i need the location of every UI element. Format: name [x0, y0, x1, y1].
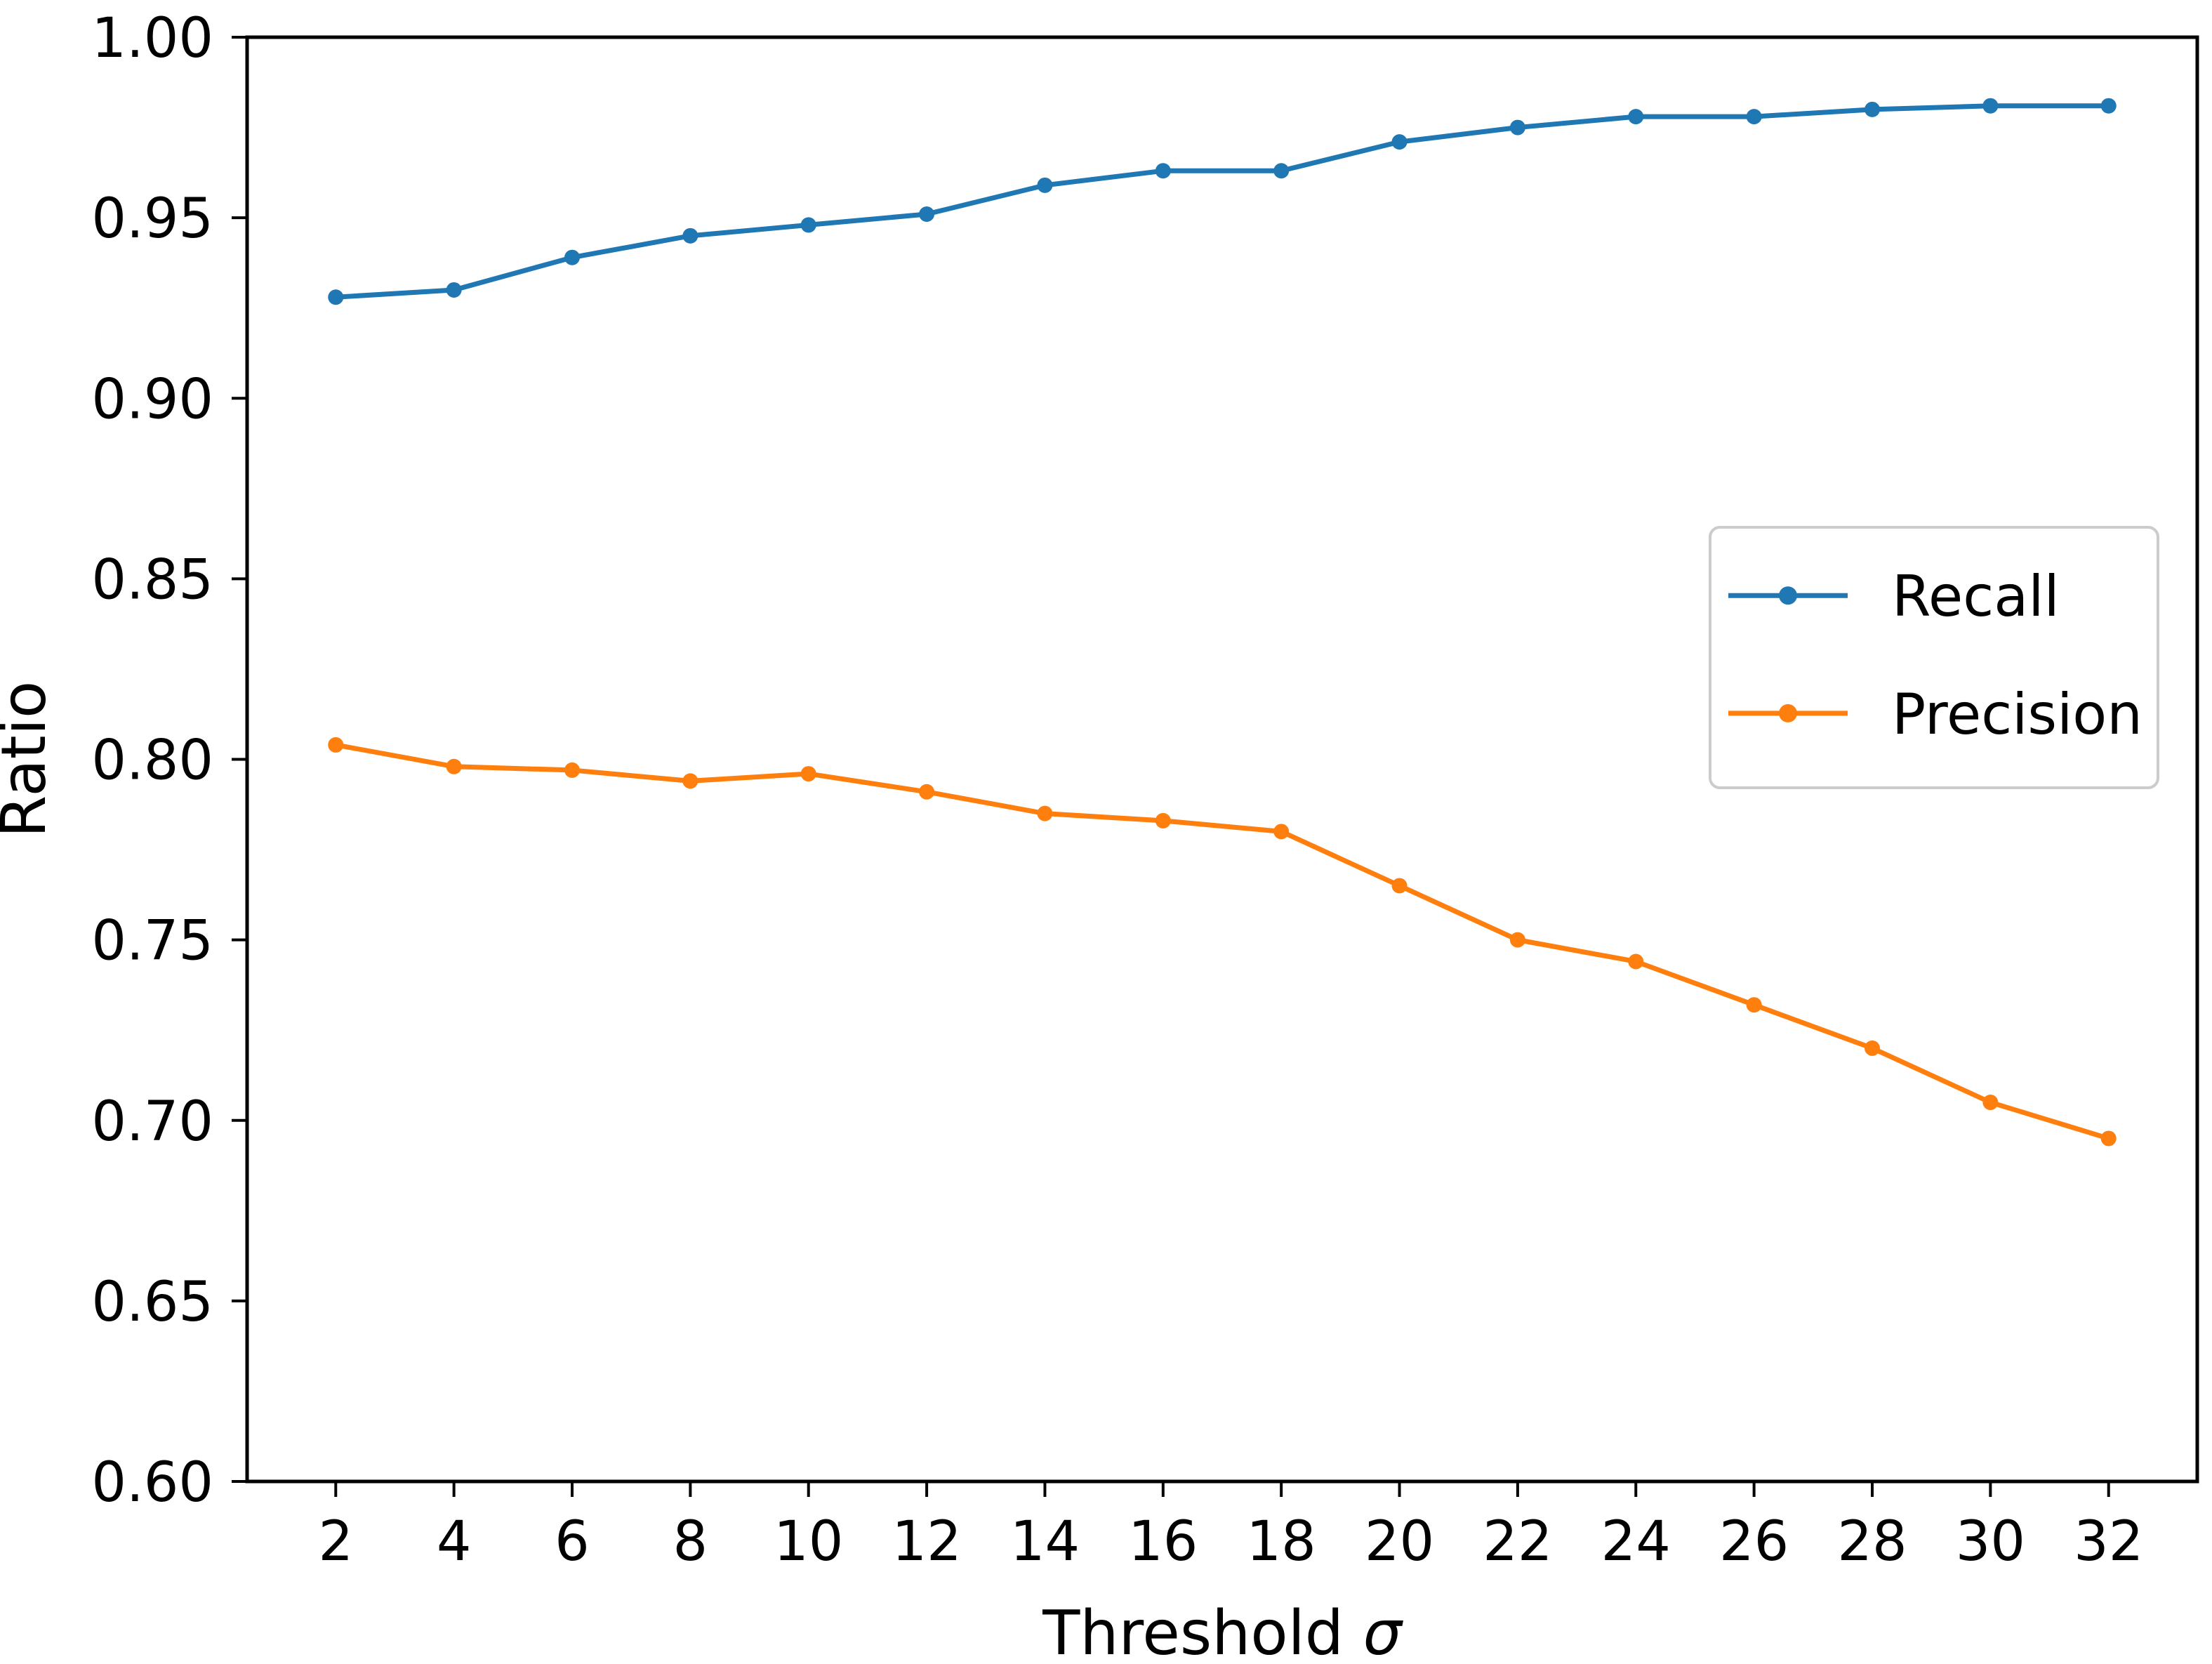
data-point-marker	[1509, 119, 1525, 136]
data-point-marker	[1155, 163, 1171, 179]
y-axis-label: Ratio	[0, 681, 60, 838]
x-tick-label: 8	[673, 1510, 708, 1573]
data-point-marker	[1865, 1040, 1880, 1056]
data-point-marker	[446, 282, 462, 298]
data-point-marker	[1037, 177, 1053, 193]
x-tick-label: 12	[892, 1510, 961, 1573]
legend-entry-recall: Recall	[1728, 564, 2060, 629]
y-tick-label: 0.85	[91, 548, 213, 612]
legend-marker	[1779, 586, 1797, 605]
y-tick-label: 0.75	[91, 910, 213, 973]
x-tick-label: 30	[1956, 1510, 2025, 1573]
legend-label: Recall	[1892, 564, 2060, 629]
y-tick-label: 0.90	[91, 368, 213, 431]
data-point-marker	[446, 758, 462, 774]
x-tick-label: 4	[437, 1510, 472, 1573]
data-point-marker	[1509, 932, 1525, 948]
x-tick-label: 10	[774, 1510, 843, 1573]
x-axis-label: Threshold σ	[1042, 1597, 1403, 1664]
x-tick-label: 22	[1483, 1510, 1552, 1573]
data-point-marker	[328, 737, 344, 753]
series-line	[336, 103, 2109, 300]
data-point-marker	[1391, 878, 1408, 894]
data-point-marker	[564, 249, 580, 265]
x-tick-label: 24	[1601, 1510, 1671, 1573]
data-point-marker	[800, 217, 816, 233]
y-tick-label: 0.95	[91, 187, 213, 251]
data-point-marker	[919, 206, 935, 222]
y-tick-label: 0.60	[91, 1451, 213, 1514]
data-point-marker	[682, 227, 698, 244]
series-precision	[328, 737, 2117, 1147]
legend-box	[1709, 526, 2159, 789]
data-point-marker	[1628, 109, 1644, 125]
series-line	[335, 742, 2110, 1141]
legend: Recall Precision	[1709, 526, 2159, 789]
x-tick-label: 2	[318, 1510, 353, 1573]
data-point-marker	[1628, 953, 1644, 970]
x-tick-label: 32	[2074, 1510, 2143, 1573]
data-point-marker	[1273, 824, 1290, 840]
data-point-marker	[1155, 812, 1171, 828]
x-tick-label: 26	[1719, 1510, 1789, 1573]
x-tick-label: 18	[1247, 1510, 1316, 1573]
data-point-marker	[919, 784, 935, 800]
data-point-marker	[328, 289, 344, 305]
data-point-marker	[800, 766, 816, 782]
data-point-marker	[1982, 1095, 1999, 1111]
legend-entry-precision: Precision	[1728, 682, 2143, 747]
data-point-marker	[682, 773, 698, 789]
x-tick-label: 20	[1365, 1510, 1434, 1573]
x-tick-label: 16	[1128, 1510, 1198, 1573]
y-tick-label: 0.80	[91, 729, 213, 793]
y-tick-label: 1.00	[91, 7, 213, 70]
legend-label: Precision	[1892, 682, 2143, 747]
data-point-marker	[1746, 109, 1762, 125]
legend-marker	[1779, 704, 1797, 722]
series-recall	[328, 98, 2117, 305]
data-point-marker	[1865, 101, 1880, 117]
y-tick-label: 0.65	[91, 1271, 213, 1334]
data-point-marker	[2100, 98, 2117, 114]
x-tick-label: 6	[555, 1510, 590, 1573]
x-axis: 2 4 6 8 10 12 14 16 18 20 22 24 26 28 30 32	[318, 1481, 2143, 1573]
data-point-marker	[564, 762, 580, 778]
x-tick-label: 28	[1837, 1510, 1907, 1573]
data-point-marker	[1391, 134, 1408, 150]
data-point-marker	[1982, 98, 1999, 114]
y-tick-label: 0.70	[91, 1090, 213, 1154]
data-point-marker	[1273, 163, 1290, 179]
data-point-marker	[1746, 997, 1762, 1013]
data-point-marker	[1037, 805, 1053, 821]
x-tick-label: 14	[1010, 1510, 1080, 1573]
data-point-marker	[2100, 1130, 2117, 1147]
y-axis: 0.60 0.65 0.70 0.75 0.80 0.85 0.90 0.95 1.00	[91, 7, 247, 1514]
